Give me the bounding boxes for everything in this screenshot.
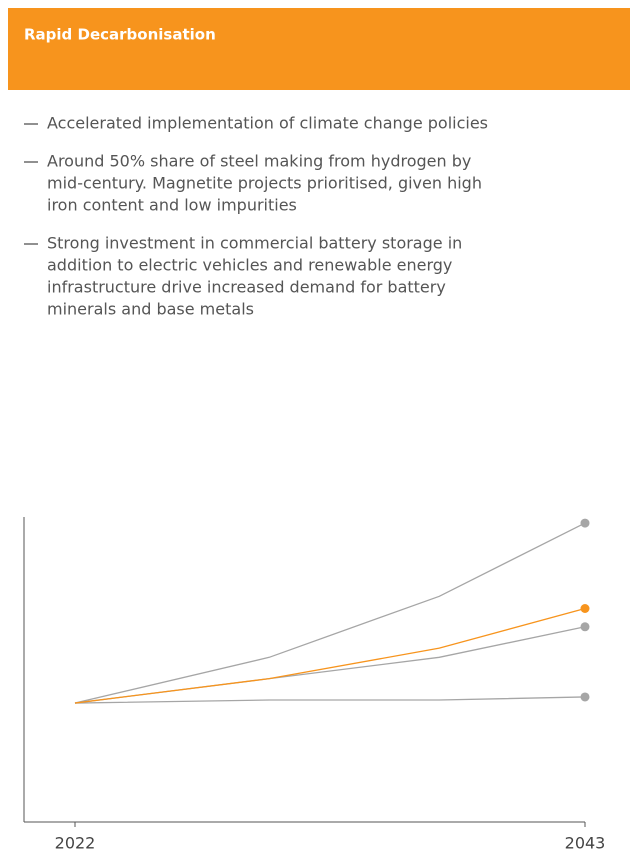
header-title: Rapid Decarbonisation	[24, 26, 216, 44]
x-tick-label: 2043	[565, 834, 606, 853]
series-line	[74, 626, 586, 704]
bullet-text: addition to electric vehicles and renewa…	[47, 256, 452, 275]
series-line	[74, 522, 586, 704]
end-marker	[580, 518, 590, 528]
bullet-text: iron content and low impurities	[47, 196, 297, 215]
bullet-text: minerals and base metals	[47, 300, 254, 319]
end-marker	[580, 622, 590, 632]
series-line	[74, 696, 586, 704]
bullet-text: Accelerated implementation of climate ch…	[47, 114, 488, 133]
end-marker	[580, 692, 590, 702]
bullet-text: Strong investment in commercial battery …	[47, 234, 462, 253]
bullet-list: Accelerated implementation of climate ch…	[24, 114, 488, 319]
bullet-text: Around 50% share of steel making from hy…	[47, 152, 471, 171]
bullet-text: mid-century. Magnetite projects prioriti…	[47, 174, 482, 193]
series-line	[74, 607, 586, 704]
bullet-text: infrastructure drive increased demand fo…	[47, 278, 446, 297]
end-marker	[580, 604, 590, 613]
header-band	[8, 8, 630, 90]
x-tick-label: 2022	[55, 834, 96, 853]
